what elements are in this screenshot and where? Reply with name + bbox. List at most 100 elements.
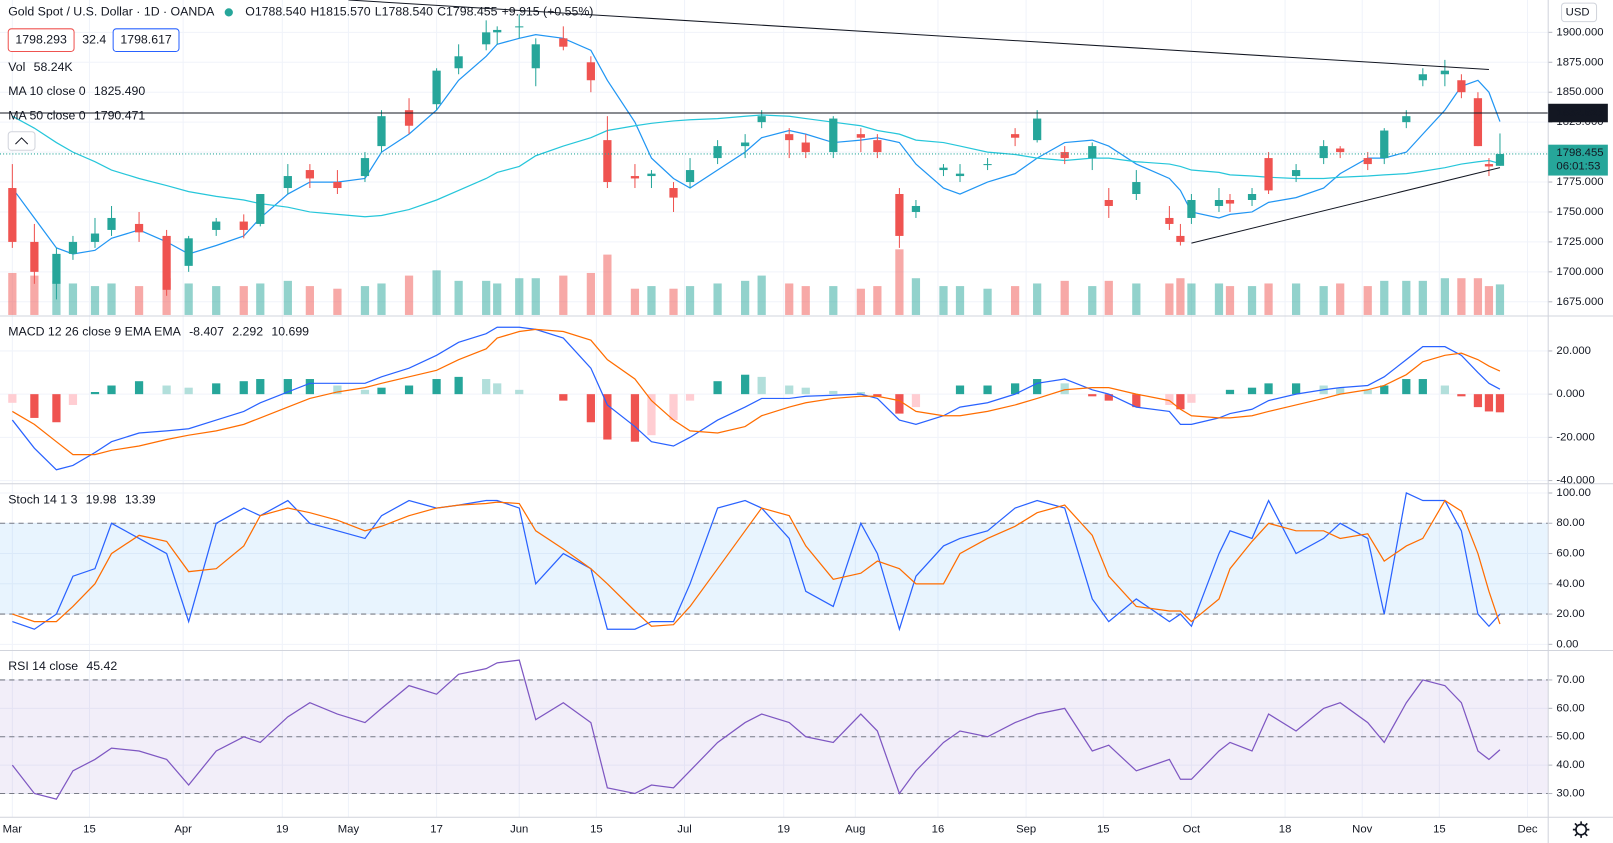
bid-box	[7, 28, 75, 52]
volume-bar	[1380, 280, 1389, 315]
y-tick-label: 1900.000	[1556, 26, 1603, 38]
histogram-bar	[1104, 394, 1113, 401]
histogram-bar	[256, 379, 265, 395]
volume-bar	[856, 288, 865, 315]
volume-bar	[1484, 286, 1494, 315]
volume-bar	[685, 286, 695, 315]
y-tick-label: 20.000	[1556, 345, 1591, 357]
histogram-bar	[333, 385, 342, 395]
histogram-bar	[1264, 383, 1273, 395]
y-tick-label: 1850.000	[1556, 86, 1603, 98]
indicator-title: RSI 14 close	[8, 659, 78, 673]
volume-bar	[283, 280, 292, 315]
candle-body	[1060, 152, 1069, 159]
candle-body	[1484, 164, 1494, 167]
volume-bar	[1104, 280, 1113, 315]
histogram-bar	[493, 383, 502, 395]
ask-price: 1798.617	[120, 32, 172, 46]
candle-body	[647, 173, 656, 177]
x-tick-label: Aug	[845, 824, 865, 836]
histogram-bar	[911, 394, 921, 408]
histogram-bar	[1457, 394, 1466, 397]
histogram-bar	[134, 381, 144, 395]
histogram-bar	[955, 385, 965, 395]
volume-bar	[1176, 278, 1185, 315]
volume-bar	[1440, 278, 1449, 315]
histogram-bar	[404, 385, 414, 395]
histogram-bar	[801, 387, 810, 395]
volume-bar	[873, 286, 882, 315]
candle-body	[1176, 235, 1185, 242]
volume-bar	[1214, 283, 1224, 315]
candle-body	[531, 44, 540, 69]
y-tick-label: 60.00	[1556, 702, 1584, 714]
histogram-bar	[52, 394, 61, 423]
histogram-bar	[1132, 394, 1141, 408]
y-tick-label: 0.00	[1556, 638, 1578, 650]
candle-body	[741, 142, 750, 147]
candle-body	[895, 194, 904, 236]
x-tick-label: Dec	[1517, 824, 1537, 836]
volume-bar	[1225, 286, 1235, 315]
x-tick-label: 19	[276, 824, 289, 836]
settings-icon[interactable]	[1572, 821, 1590, 838]
candle-body	[586, 62, 595, 81]
volume-bar	[647, 286, 656, 315]
candle-body	[134, 223, 144, 233]
candle-body	[955, 173, 965, 177]
y-tick-label: 80.00	[1556, 517, 1584, 529]
volume-bar	[801, 286, 810, 315]
candle-body	[1363, 158, 1372, 165]
candle-body	[68, 241, 78, 254]
histogram-bar	[1247, 387, 1257, 395]
histogram-bar	[856, 391, 865, 395]
x-tick-label: 16	[932, 824, 945, 836]
candle-body	[493, 29, 502, 33]
volume-bar	[515, 278, 524, 315]
histogram-bar	[482, 379, 491, 395]
y-tick-label: -40.000	[1556, 475, 1594, 487]
collapse-button[interactable]	[7, 131, 36, 151]
volume-bar	[377, 283, 386, 315]
candle-body	[559, 38, 568, 47]
ohlc-value: C1798.455	[437, 5, 497, 19]
histogram-bar	[1418, 379, 1427, 395]
candle-body	[90, 233, 100, 242]
volume-bar	[454, 280, 463, 315]
candle-body	[212, 221, 221, 230]
volume-bar	[911, 278, 921, 315]
collapse-icon	[15, 137, 29, 145]
y-tick-label: 20.00	[1556, 608, 1584, 620]
histogram-bar	[1484, 394, 1494, 412]
price-tag-label: 1832.623	[1556, 107, 1603, 119]
candle-body	[1440, 70, 1449, 75]
candle-body	[1336, 148, 1345, 153]
histogram-bar	[184, 387, 193, 395]
histogram-bar	[1402, 379, 1411, 395]
status-dot	[224, 8, 233, 17]
candle-body	[1187, 199, 1196, 218]
candle-body	[1402, 116, 1411, 123]
candle-body	[8, 188, 17, 242]
currency-button[interactable]	[1561, 2, 1598, 23]
x-tick-label: 17	[430, 824, 443, 836]
volume-bar	[1165, 283, 1174, 315]
candle-body	[184, 238, 193, 266]
moving-average	[12, 114, 1501, 218]
volume-bar	[305, 286, 314, 315]
histogram-bar	[432, 379, 441, 395]
histogram-bar	[8, 394, 17, 403]
current-price-label: 1798.455	[1556, 147, 1603, 159]
histogram-bar	[647, 394, 656, 436]
y-tick-label: 50.00	[1556, 731, 1584, 743]
candle-body	[1247, 194, 1257, 200]
histogram-bar	[757, 376, 766, 395]
volume-bar	[1010, 286, 1020, 315]
candle-body	[1010, 134, 1020, 138]
candle-body	[1104, 199, 1113, 206]
candle-body	[305, 170, 314, 179]
candle-body	[1319, 146, 1328, 159]
volume-bar	[184, 283, 193, 315]
volume-bar	[360, 286, 370, 315]
